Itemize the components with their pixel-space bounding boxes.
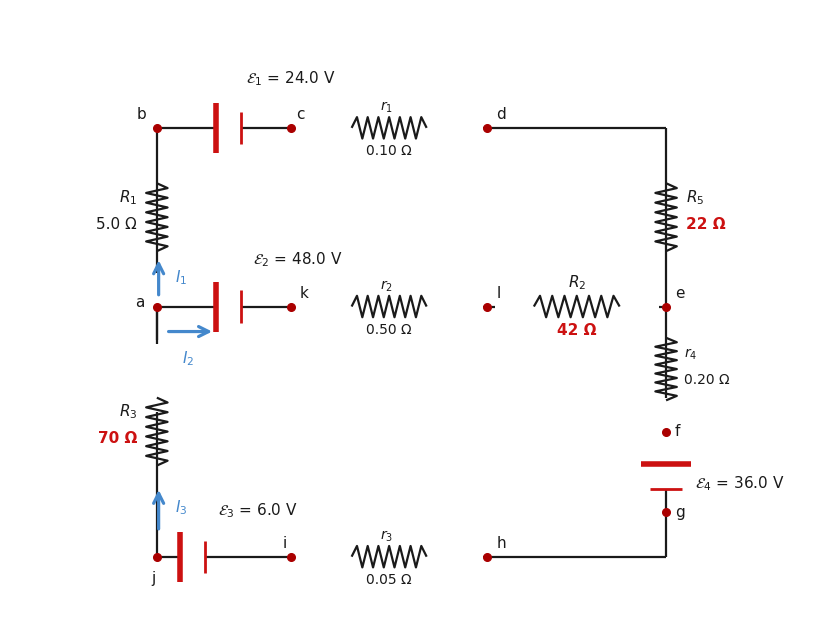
- Text: $R_3$: $R_3$: [119, 402, 138, 421]
- Text: 0.20 Ω: 0.20 Ω: [684, 373, 729, 387]
- Text: f: f: [675, 424, 681, 439]
- Text: $r_4$: $r_4$: [684, 347, 698, 363]
- Text: $\mathcal{E}_2$ = 48.0 V: $\mathcal{E}_2$ = 48.0 V: [253, 251, 343, 269]
- Text: b: b: [137, 108, 147, 123]
- Text: 70 Ω: 70 Ω: [98, 431, 138, 446]
- Text: $r_1$: $r_1$: [380, 100, 393, 115]
- Text: i: i: [283, 536, 287, 551]
- Text: $\mathcal{E}_4$ = 36.0 V: $\mathcal{E}_4$ = 36.0 V: [694, 474, 784, 493]
- Text: g: g: [675, 504, 685, 519]
- Text: a: a: [135, 295, 144, 310]
- Text: d: d: [497, 108, 506, 123]
- Text: $I_3$: $I_3$: [175, 498, 187, 517]
- Text: $I_1$: $I_1$: [175, 269, 187, 287]
- Text: $R_1$: $R_1$: [119, 188, 138, 207]
- Text: 0.05 Ω: 0.05 Ω: [366, 573, 412, 587]
- Text: $R_5$: $R_5$: [685, 188, 704, 207]
- Text: $r_3$: $r_3$: [380, 529, 393, 544]
- Text: 42 Ω: 42 Ω: [557, 323, 597, 338]
- Text: $I_2$: $I_2$: [182, 350, 195, 368]
- Text: $r_2$: $r_2$: [380, 279, 393, 294]
- Text: 0.50 Ω: 0.50 Ω: [366, 323, 412, 337]
- Text: c: c: [296, 108, 304, 123]
- Text: 0.10 Ω: 0.10 Ω: [366, 144, 412, 158]
- Text: $R_2$: $R_2$: [568, 274, 586, 292]
- Text: h: h: [497, 536, 506, 551]
- Text: 5.0 Ω: 5.0 Ω: [96, 217, 138, 232]
- Text: 22 Ω: 22 Ω: [685, 217, 725, 232]
- Text: $\mathcal{E}_3$ = 6.0 V: $\mathcal{E}_3$ = 6.0 V: [217, 501, 297, 519]
- Text: $\mathcal{E}_1$ = 24.0 V: $\mathcal{E}_1$ = 24.0 V: [246, 70, 335, 88]
- Text: l: l: [497, 286, 501, 301]
- Text: k: k: [300, 286, 309, 301]
- Text: e: e: [675, 286, 685, 301]
- Text: j: j: [151, 571, 155, 586]
